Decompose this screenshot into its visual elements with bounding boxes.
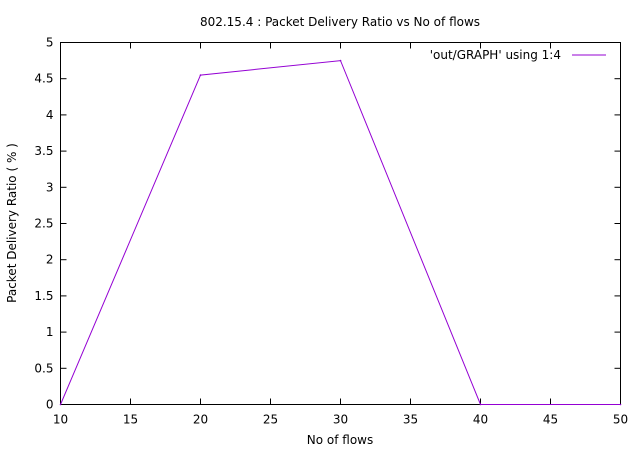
y-tick-label: 0.5 xyxy=(34,361,53,375)
x-tick-label: 45 xyxy=(543,413,558,427)
y-tick-label: 2 xyxy=(46,253,54,267)
x-tick-label: 50 xyxy=(613,413,628,427)
series-group xyxy=(59,59,622,406)
data-point xyxy=(59,403,62,406)
y-tick-label: 4 xyxy=(46,108,54,122)
x-tick-label: 25 xyxy=(263,413,278,427)
legend-label: 'out/GRAPH' using 1:4 xyxy=(430,48,561,62)
y-tick-label: 1.5 xyxy=(34,289,53,303)
data-point xyxy=(479,403,482,406)
x-tick-label: 10 xyxy=(53,413,68,427)
y-axis-ticks: 0 0.5 1 1.5 2 2.5 3 3.5 4 4.5 5 xyxy=(34,36,621,412)
x-tick-label: 40 xyxy=(473,413,488,427)
x-tick-label: 15 xyxy=(123,413,138,427)
x-tick-label: 30 xyxy=(333,413,348,427)
x-axis-ticks: 10 15 20 25 30 35 40 45 50 xyxy=(53,42,628,427)
y-tick-label: 3.5 xyxy=(34,144,53,158)
chart-title: 802.15.4 : Packet Delivery Ratio vs No o… xyxy=(200,15,480,29)
y-tick-label: 5 xyxy=(46,36,54,50)
y-tick-label: 0 xyxy=(46,398,54,412)
y-tick-label: 1 xyxy=(46,325,54,339)
data-point xyxy=(339,59,342,62)
y-tick-label: 3 xyxy=(46,180,54,194)
data-point xyxy=(199,74,202,76)
y-tick-label: 2.5 xyxy=(34,217,53,231)
plot-frame xyxy=(60,42,621,405)
x-tick-label: 35 xyxy=(403,413,418,427)
x-axis-label: No of flows xyxy=(307,433,373,447)
y-axis-label: Packet Delivery Ratio ( % ) xyxy=(5,143,19,303)
x-tick-label: 20 xyxy=(193,413,208,427)
data-point xyxy=(619,403,622,406)
y-tick-label: 4.5 xyxy=(34,72,53,86)
series-line xyxy=(60,60,621,405)
legend: 'out/GRAPH' using 1:4 xyxy=(430,48,606,62)
